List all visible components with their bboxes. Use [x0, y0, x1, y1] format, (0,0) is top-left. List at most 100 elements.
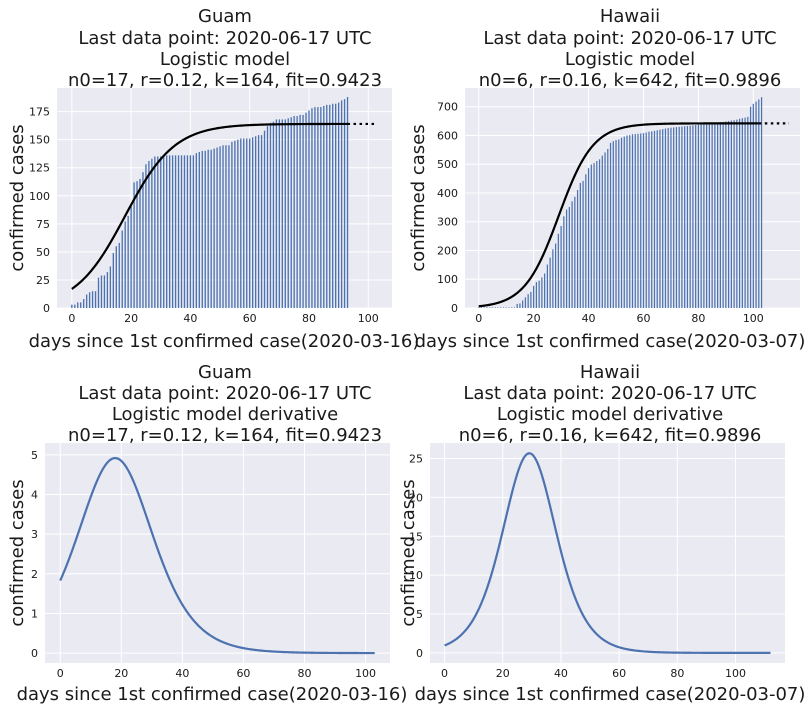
- bar: [527, 294, 529, 308]
- chart-title-line-1: Hawaii: [600, 6, 660, 27]
- fit-series: [478, 122, 790, 308]
- bar: [664, 128, 667, 308]
- bar: [207, 149, 209, 308]
- y-tick-label: 25: [409, 453, 423, 466]
- bar: [180, 155, 183, 308]
- y-axis-label: confirmed cases: [7, 479, 28, 626]
- chart-hawaii-logistic: Hawaii Last data point: 2020-06-17 UTC L…: [408, 6, 805, 352]
- bar: [183, 155, 186, 308]
- bar: [171, 155, 174, 308]
- derivative-series: [444, 452, 771, 654]
- bar: [519, 303, 521, 308]
- bar: [343, 99, 346, 308]
- plot-area: [430, 443, 785, 663]
- chart-title-line-4: n0=6, r=0.16, k=642, fit=0.9896: [459, 425, 762, 446]
- bar: [246, 138, 248, 308]
- bar: [478, 307, 480, 308]
- bar: [725, 121, 727, 309]
- bar: [516, 303, 518, 308]
- bar: [587, 168, 590, 308]
- bar: [706, 123, 708, 308]
- y-axis-label: confirmed cases: [7, 124, 28, 271]
- bar: [127, 215, 129, 308]
- bar: [607, 148, 609, 308]
- bar: [522, 300, 524, 308]
- bar: [71, 304, 73, 308]
- x-tick-label: 100: [743, 312, 764, 325]
- x-tick-label: 100: [355, 667, 376, 680]
- derivative-line: [444, 452, 771, 654]
- grid: [45, 443, 390, 663]
- y-tick-label: 100: [437, 273, 458, 286]
- x-tick-label: 80: [670, 667, 684, 680]
- bar: [222, 145, 224, 308]
- derivative-line: [59, 456, 375, 655]
- y-tick-label: 25: [36, 274, 50, 287]
- bar: [74, 304, 76, 308]
- bar: [80, 302, 82, 308]
- bar: [502, 307, 505, 308]
- y-axis-label: confirmed cases: [398, 479, 419, 626]
- bar: [121, 230, 123, 308]
- x-tick-label: 80: [298, 667, 312, 680]
- bar: [243, 138, 245, 308]
- bar: [738, 118, 741, 308]
- y-tick-label: 15: [409, 530, 423, 543]
- bar: [749, 106, 752, 308]
- bar: [541, 277, 543, 308]
- chart-title-line-4: n0=17, r=0.12, k=164, fit=0.9423: [68, 70, 382, 91]
- bar: [263, 130, 266, 308]
- bar: [758, 99, 760, 308]
- bar: [198, 151, 200, 308]
- bar: [332, 103, 334, 308]
- bar: [287, 118, 289, 308]
- bar-series: [478, 97, 763, 309]
- bar: [305, 112, 307, 308]
- chart-title-line-2: Last data point: 2020-06-17 UTC: [78, 383, 371, 404]
- bar: [598, 159, 601, 308]
- bar: [251, 137, 254, 308]
- bar: [201, 150, 203, 308]
- bar: [615, 140, 617, 308]
- x-tick-label: 40: [183, 312, 197, 325]
- x-tick-label: 20: [496, 667, 510, 680]
- y-tick-label: 100: [29, 190, 50, 203]
- bar: [480, 307, 483, 308]
- bar: [275, 119, 278, 308]
- bar: [335, 103, 337, 308]
- tick-labels: 0 20 40 60 80 100 0 1 2 3 4 5: [31, 449, 376, 680]
- y-tick-label: 0: [43, 302, 50, 315]
- bar: [157, 156, 159, 308]
- bar: [736, 119, 738, 308]
- bar: [560, 226, 562, 308]
- x-tick-label: 0: [441, 667, 448, 680]
- bar: [670, 127, 672, 308]
- y-tick-label: 4: [31, 489, 38, 502]
- bar: [546, 264, 548, 308]
- bar: [692, 125, 694, 308]
- x-tick-label: 0: [57, 667, 64, 680]
- x-axis-label: days since 1st confirmed case(2020-03-07…: [415, 331, 806, 352]
- x-tick-label: 0: [475, 312, 482, 325]
- x-tick-label: 40: [554, 667, 568, 680]
- bar: [106, 272, 109, 308]
- bar: [228, 145, 230, 308]
- bar: [225, 145, 227, 308]
- chart-title-line-3: Logistic model: [160, 49, 290, 70]
- bar: [549, 257, 551, 308]
- bar: [554, 243, 557, 308]
- bar: [346, 96, 349, 309]
- bar: [497, 307, 499, 308]
- bar: [717, 122, 719, 309]
- bar: [151, 158, 153, 308]
- bar: [505, 307, 507, 308]
- bar: [326, 104, 328, 308]
- y-tick-label: 50: [36, 246, 50, 259]
- bar: [640, 133, 642, 308]
- bar: [115, 246, 117, 308]
- bar: [574, 196, 576, 308]
- bar: [160, 156, 162, 308]
- bar: [88, 292, 91, 308]
- bar: [590, 164, 592, 308]
- bar: [154, 156, 156, 308]
